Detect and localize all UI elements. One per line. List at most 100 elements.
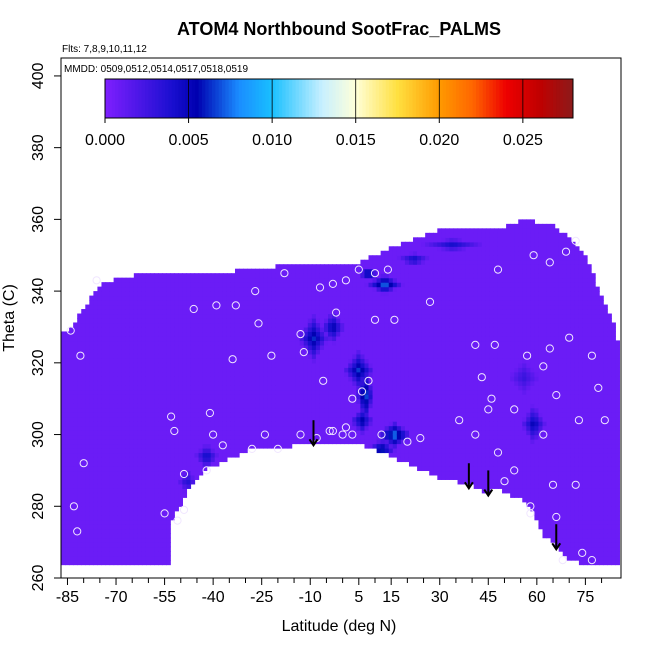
heat-cell <box>202 295 208 301</box>
heat-cell <box>263 273 268 279</box>
heat-cell <box>141 385 147 391</box>
heat-cell <box>243 358 248 364</box>
heat-cell <box>283 385 289 391</box>
heat-cell <box>230 452 236 458</box>
heat-cell <box>222 434 228 440</box>
heat-cell <box>210 331 216 337</box>
heat-cell <box>158 533 163 539</box>
heat-cell <box>182 309 188 315</box>
heat-cell <box>461 309 467 315</box>
heat-cell <box>457 439 463 445</box>
heat-cell <box>234 322 240 328</box>
heat-cell <box>81 519 86 525</box>
heat-cell <box>340 349 345 355</box>
heat-cell <box>141 335 147 342</box>
heat-cell <box>186 407 192 413</box>
heat-cell <box>332 331 337 337</box>
heat-cell <box>376 416 382 422</box>
heat-cell <box>117 452 123 458</box>
heat-cell <box>93 497 99 503</box>
heat-cell <box>239 430 244 436</box>
heat-cell <box>137 425 143 431</box>
heat-cell <box>186 291 192 297</box>
heat-cell <box>324 268 329 274</box>
heat-cell <box>218 367 224 373</box>
heat-cell <box>141 479 147 485</box>
heat-cell <box>336 349 341 355</box>
heat-cell <box>404 322 410 328</box>
heat-cell <box>174 335 179 342</box>
heat-cell <box>421 349 426 355</box>
heat-cell <box>214 353 220 359</box>
heat-cell <box>368 353 374 359</box>
heat-cell <box>461 313 467 319</box>
heat-cell <box>461 282 467 288</box>
heat-cell <box>137 533 143 539</box>
heat-cell <box>81 488 86 494</box>
heat-cell <box>340 273 345 279</box>
heat-cell <box>425 416 430 422</box>
heat-cell <box>380 300 386 306</box>
heat-cell <box>376 277 382 283</box>
heat-cell <box>162 349 167 355</box>
heat-cell <box>77 416 82 422</box>
heat-cell <box>101 551 107 557</box>
heat-cell <box>344 394 349 400</box>
heat-cell <box>404 282 410 288</box>
heat-cell <box>218 318 224 324</box>
heat-cell <box>243 371 248 377</box>
heat-cell <box>101 371 107 377</box>
heat-cell <box>421 344 426 350</box>
heat-cell <box>408 407 414 413</box>
heat-cell <box>166 380 171 386</box>
heat-cell <box>275 421 281 427</box>
heat-cell <box>336 340 341 346</box>
heat-cell <box>259 304 264 310</box>
heat-cell <box>429 335 434 342</box>
heat-cell <box>105 461 111 467</box>
heat-cell <box>417 371 422 377</box>
heat-cell <box>61 465 66 472</box>
heat-cell <box>133 349 139 355</box>
heat-cell <box>404 304 410 310</box>
heat-cell <box>392 452 398 458</box>
heat-cell <box>214 380 220 386</box>
heat-cell <box>279 416 285 422</box>
heat-cell <box>73 326 78 333</box>
heat-cell <box>259 380 264 386</box>
heat-cell <box>162 313 167 319</box>
heat-cell <box>113 443 119 449</box>
heat-cell <box>230 412 236 418</box>
heat-cell <box>162 510 167 516</box>
heat-cell <box>210 452 216 458</box>
heat-cell <box>85 533 90 539</box>
heat-cell <box>158 344 163 350</box>
heat-cell <box>461 326 467 333</box>
heat-cell <box>453 228 459 234</box>
heat-cell <box>141 506 147 512</box>
heat-cell <box>275 443 281 449</box>
heat-cell <box>348 273 353 279</box>
heat-cell <box>429 344 434 350</box>
heat-cell <box>392 322 398 328</box>
heat-cell <box>315 389 321 395</box>
heat-cell <box>214 389 220 395</box>
heat-cell <box>202 465 208 472</box>
heat-cell <box>271 309 277 315</box>
heat-cell <box>190 349 196 355</box>
heat-cell <box>453 291 459 297</box>
heat-cell <box>376 376 382 382</box>
heat-cell <box>133 425 139 431</box>
heat-cell <box>372 443 378 449</box>
heat-cell <box>222 425 228 431</box>
heat-cell <box>380 412 386 418</box>
heat-cell <box>61 560 66 566</box>
heat-cell <box>113 394 119 400</box>
heat-cell <box>218 385 224 391</box>
heat-cell <box>380 322 386 328</box>
heat-cell <box>429 448 434 454</box>
heat-cell <box>133 551 139 557</box>
heat-cell <box>125 452 131 458</box>
heat-cell <box>247 322 252 328</box>
heat-cell <box>271 353 277 359</box>
